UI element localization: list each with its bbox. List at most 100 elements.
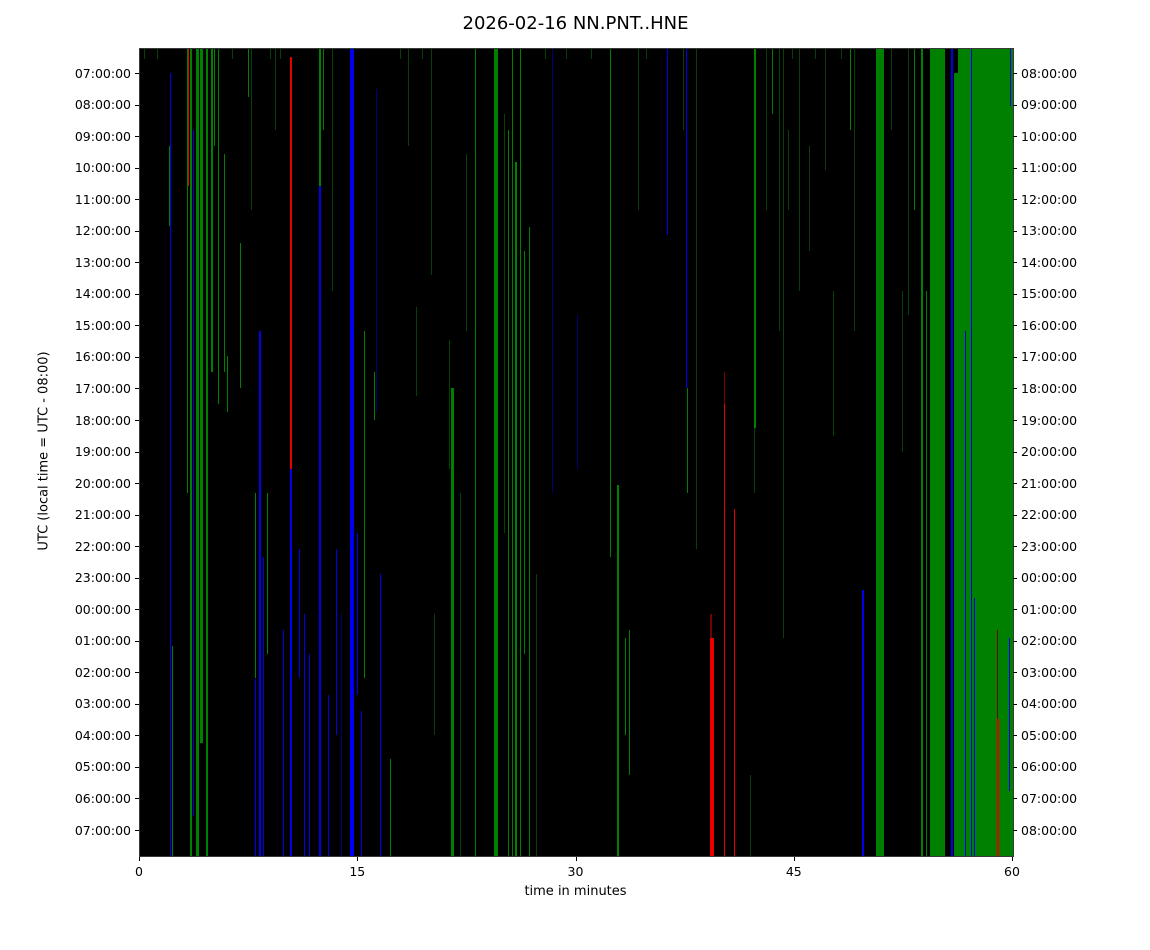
tick-mark — [1013, 388, 1017, 389]
waveform-segment — [511, 49, 513, 856]
tick-mark — [794, 857, 795, 861]
tick-mark — [1012, 857, 1013, 861]
waveform-segment — [289, 57, 292, 469]
ytick-label-right: 21:00:00 — [1021, 475, 1078, 491]
xtick-label: 15 — [349, 864, 366, 879]
ytick-label-left: 17:00:00 — [74, 380, 131, 396]
tick-mark — [1013, 136, 1017, 137]
tick-mark — [1013, 641, 1017, 642]
waveform-segment — [825, 49, 827, 170]
ytick-label-left: 10:00:00 — [74, 160, 131, 176]
ytick-label-left: 15:00:00 — [74, 317, 131, 333]
waveform-segment — [695, 49, 697, 550]
tick-mark — [135, 325, 139, 326]
waveform-segment — [682, 49, 684, 130]
waveform-segment — [332, 49, 334, 292]
tick-mark — [135, 357, 139, 358]
ytick-label-left: 22:00:00 — [74, 538, 131, 554]
waveform-segment — [723, 371, 725, 405]
waveform-segment — [231, 49, 233, 59]
tick-mark — [135, 578, 139, 579]
waveform-segment — [254, 678, 256, 856]
ytick-label-left: 16:00:00 — [74, 349, 131, 365]
ytick-label-right: 18:00:00 — [1021, 380, 1078, 396]
ytick-label-right: 16:00:00 — [1021, 317, 1078, 333]
waveform-segment — [172, 646, 173, 856]
chart-title: 2026-02-16 NN.PNT..HNE — [462, 13, 689, 34]
ytick-label-left: 06:00:00 — [74, 790, 131, 806]
ytick-label-left: 21:00:00 — [74, 507, 131, 523]
waveform-segment — [754, 428, 755, 493]
tick-mark — [1013, 420, 1017, 421]
plot-area — [139, 48, 1014, 857]
tick-mark — [1013, 546, 1017, 547]
tick-mark — [1013, 105, 1017, 106]
waveform-segment — [997, 718, 999, 856]
waveform-segment — [576, 315, 578, 469]
waveform-segment — [169, 73, 172, 856]
ytick-label-right: 07:00:00 — [1021, 790, 1078, 806]
tick-mark — [1013, 578, 1017, 579]
waveform-segment — [190, 49, 193, 856]
tick-mark — [1013, 672, 1017, 673]
waveform-segment — [637, 49, 639, 211]
waveform-segment — [336, 549, 338, 735]
ytick-label-right: 13:00:00 — [1021, 223, 1078, 239]
waveform-segment — [965, 331, 967, 856]
tick-mark — [1013, 199, 1017, 200]
tick-mark — [135, 546, 139, 547]
tick-mark — [135, 105, 139, 106]
ytick-label-left: 20:00:00 — [74, 475, 131, 491]
ytick-label-right: 14:00:00 — [1021, 254, 1078, 270]
waveform-segment — [733, 509, 736, 856]
waveform-segment — [319, 186, 321, 856]
waveform-segment — [474, 49, 476, 856]
waveform-segment — [304, 613, 306, 856]
waveform-segment — [861, 589, 864, 856]
waveform-segment — [400, 49, 402, 59]
waveform-segment — [902, 291, 904, 453]
waveform-segment — [448, 339, 450, 469]
waveform-segment — [169, 145, 171, 227]
waveform-segment — [685, 49, 688, 388]
waveform-segment — [269, 49, 271, 59]
ytick-label-right: 02:00:00 — [1021, 633, 1078, 649]
tick-mark — [135, 136, 139, 137]
waveform-segment — [262, 557, 264, 856]
tick-mark — [1013, 357, 1017, 358]
waveform-segment — [266, 492, 268, 655]
waveform-segment — [416, 307, 418, 396]
waveform-segment — [628, 630, 630, 776]
waveform-segment — [289, 468, 292, 856]
waveform-segment — [323, 49, 325, 130]
waveform-segment — [240, 242, 242, 388]
waveform-segment — [921, 49, 924, 856]
waveform-segment — [951, 49, 953, 856]
ytick-label-right: 22:00:00 — [1021, 507, 1078, 523]
waveform-segment — [188, 49, 190, 187]
waveform-segment — [815, 49, 817, 59]
waveform-segment — [890, 49, 892, 130]
waveform-segment — [460, 492, 462, 856]
waveform-segment — [710, 613, 712, 639]
ytick-label-right: 06:00:00 — [1021, 759, 1078, 775]
tick-mark — [135, 483, 139, 484]
waveform-segment — [524, 250, 526, 655]
ytick-label-right: 23:00:00 — [1021, 538, 1078, 554]
ytick-label-right: 19:00:00 — [1021, 412, 1078, 428]
waveform-segment — [390, 759, 392, 856]
tick-mark — [135, 388, 139, 389]
waveform-segment — [925, 291, 928, 856]
tick-mark — [576, 857, 577, 861]
waveform-segment — [227, 355, 229, 413]
tick-mark — [135, 420, 139, 421]
ytick-label-left: 23:00:00 — [74, 570, 131, 586]
ytick-label-left: 07:00:00 — [74, 822, 131, 838]
waveform-segment — [841, 49, 843, 59]
ytick-label-right: 08:00:00 — [1021, 65, 1078, 81]
xtick-label: 60 — [1004, 864, 1020, 879]
waveform-segment — [723, 404, 726, 856]
waveform-segment — [144, 49, 146, 59]
waveform-segment — [223, 153, 225, 372]
waveform-segment — [375, 89, 377, 413]
